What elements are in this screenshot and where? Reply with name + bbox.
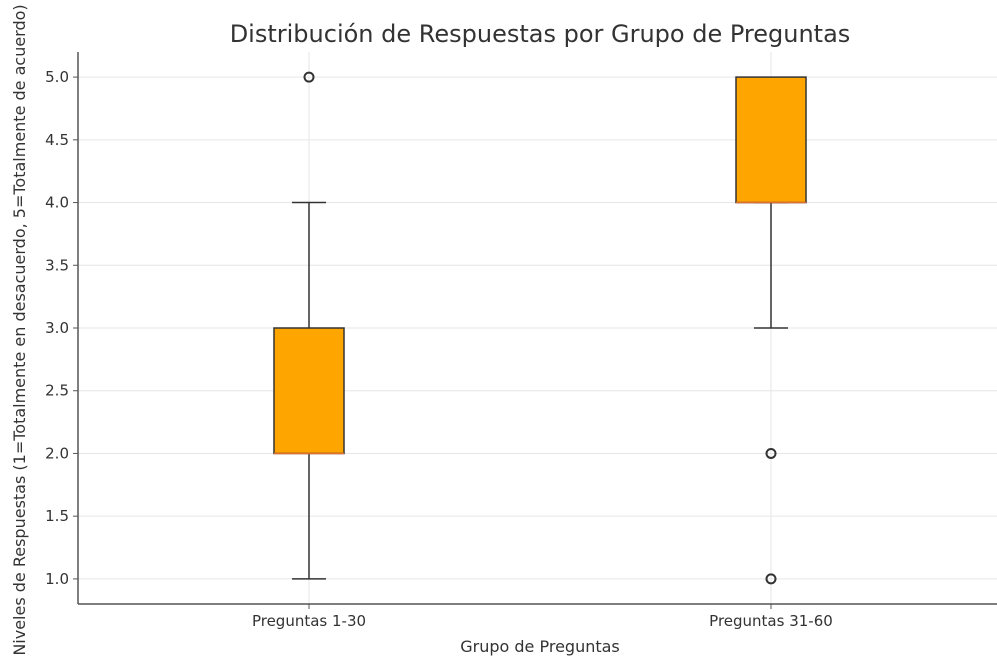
- x-tick-label: Preguntas 31-60: [709, 612, 833, 630]
- y-tick-label: 3.5: [45, 256, 69, 274]
- y-tick-label: 4.5: [45, 131, 69, 149]
- x-axis-ticks: Preguntas 1-30 Preguntas 31-60: [252, 604, 833, 630]
- grid-lines: [78, 52, 997, 604]
- y-axis-ticks: 1.0 1.5 2.0 2.5 3.0 3.5 4.0 4.5 5.0: [45, 68, 78, 588]
- y-tick-label: 5.0: [45, 68, 69, 86]
- box-1: [273, 71, 345, 580]
- outlier-point: [765, 573, 777, 585]
- y-tick-label: 3.0: [45, 319, 69, 337]
- y-axis-label: Niveles de Respuestas (1=Totalmente en d…: [10, 4, 29, 655]
- box-plot-series: [273, 71, 807, 585]
- y-tick-label: 2.0: [45, 444, 69, 462]
- y-tick-label: 4.0: [45, 194, 69, 212]
- box-iqr: [735, 76, 807, 204]
- box-2: [735, 76, 807, 585]
- x-tick-label: Preguntas 1-30: [252, 612, 366, 630]
- y-tick-label: 1.0: [45, 570, 69, 588]
- outlier-point: [765, 447, 777, 459]
- y-tick-label: 2.5: [45, 382, 69, 400]
- y-tick-label: 1.5: [45, 507, 69, 525]
- x-axis-label: Grupo de Preguntas: [460, 637, 620, 656]
- outlier-point: [303, 71, 315, 83]
- chart-title: Distribución de Respuestas por Grupo de …: [230, 20, 851, 48]
- box-iqr: [273, 327, 345, 455]
